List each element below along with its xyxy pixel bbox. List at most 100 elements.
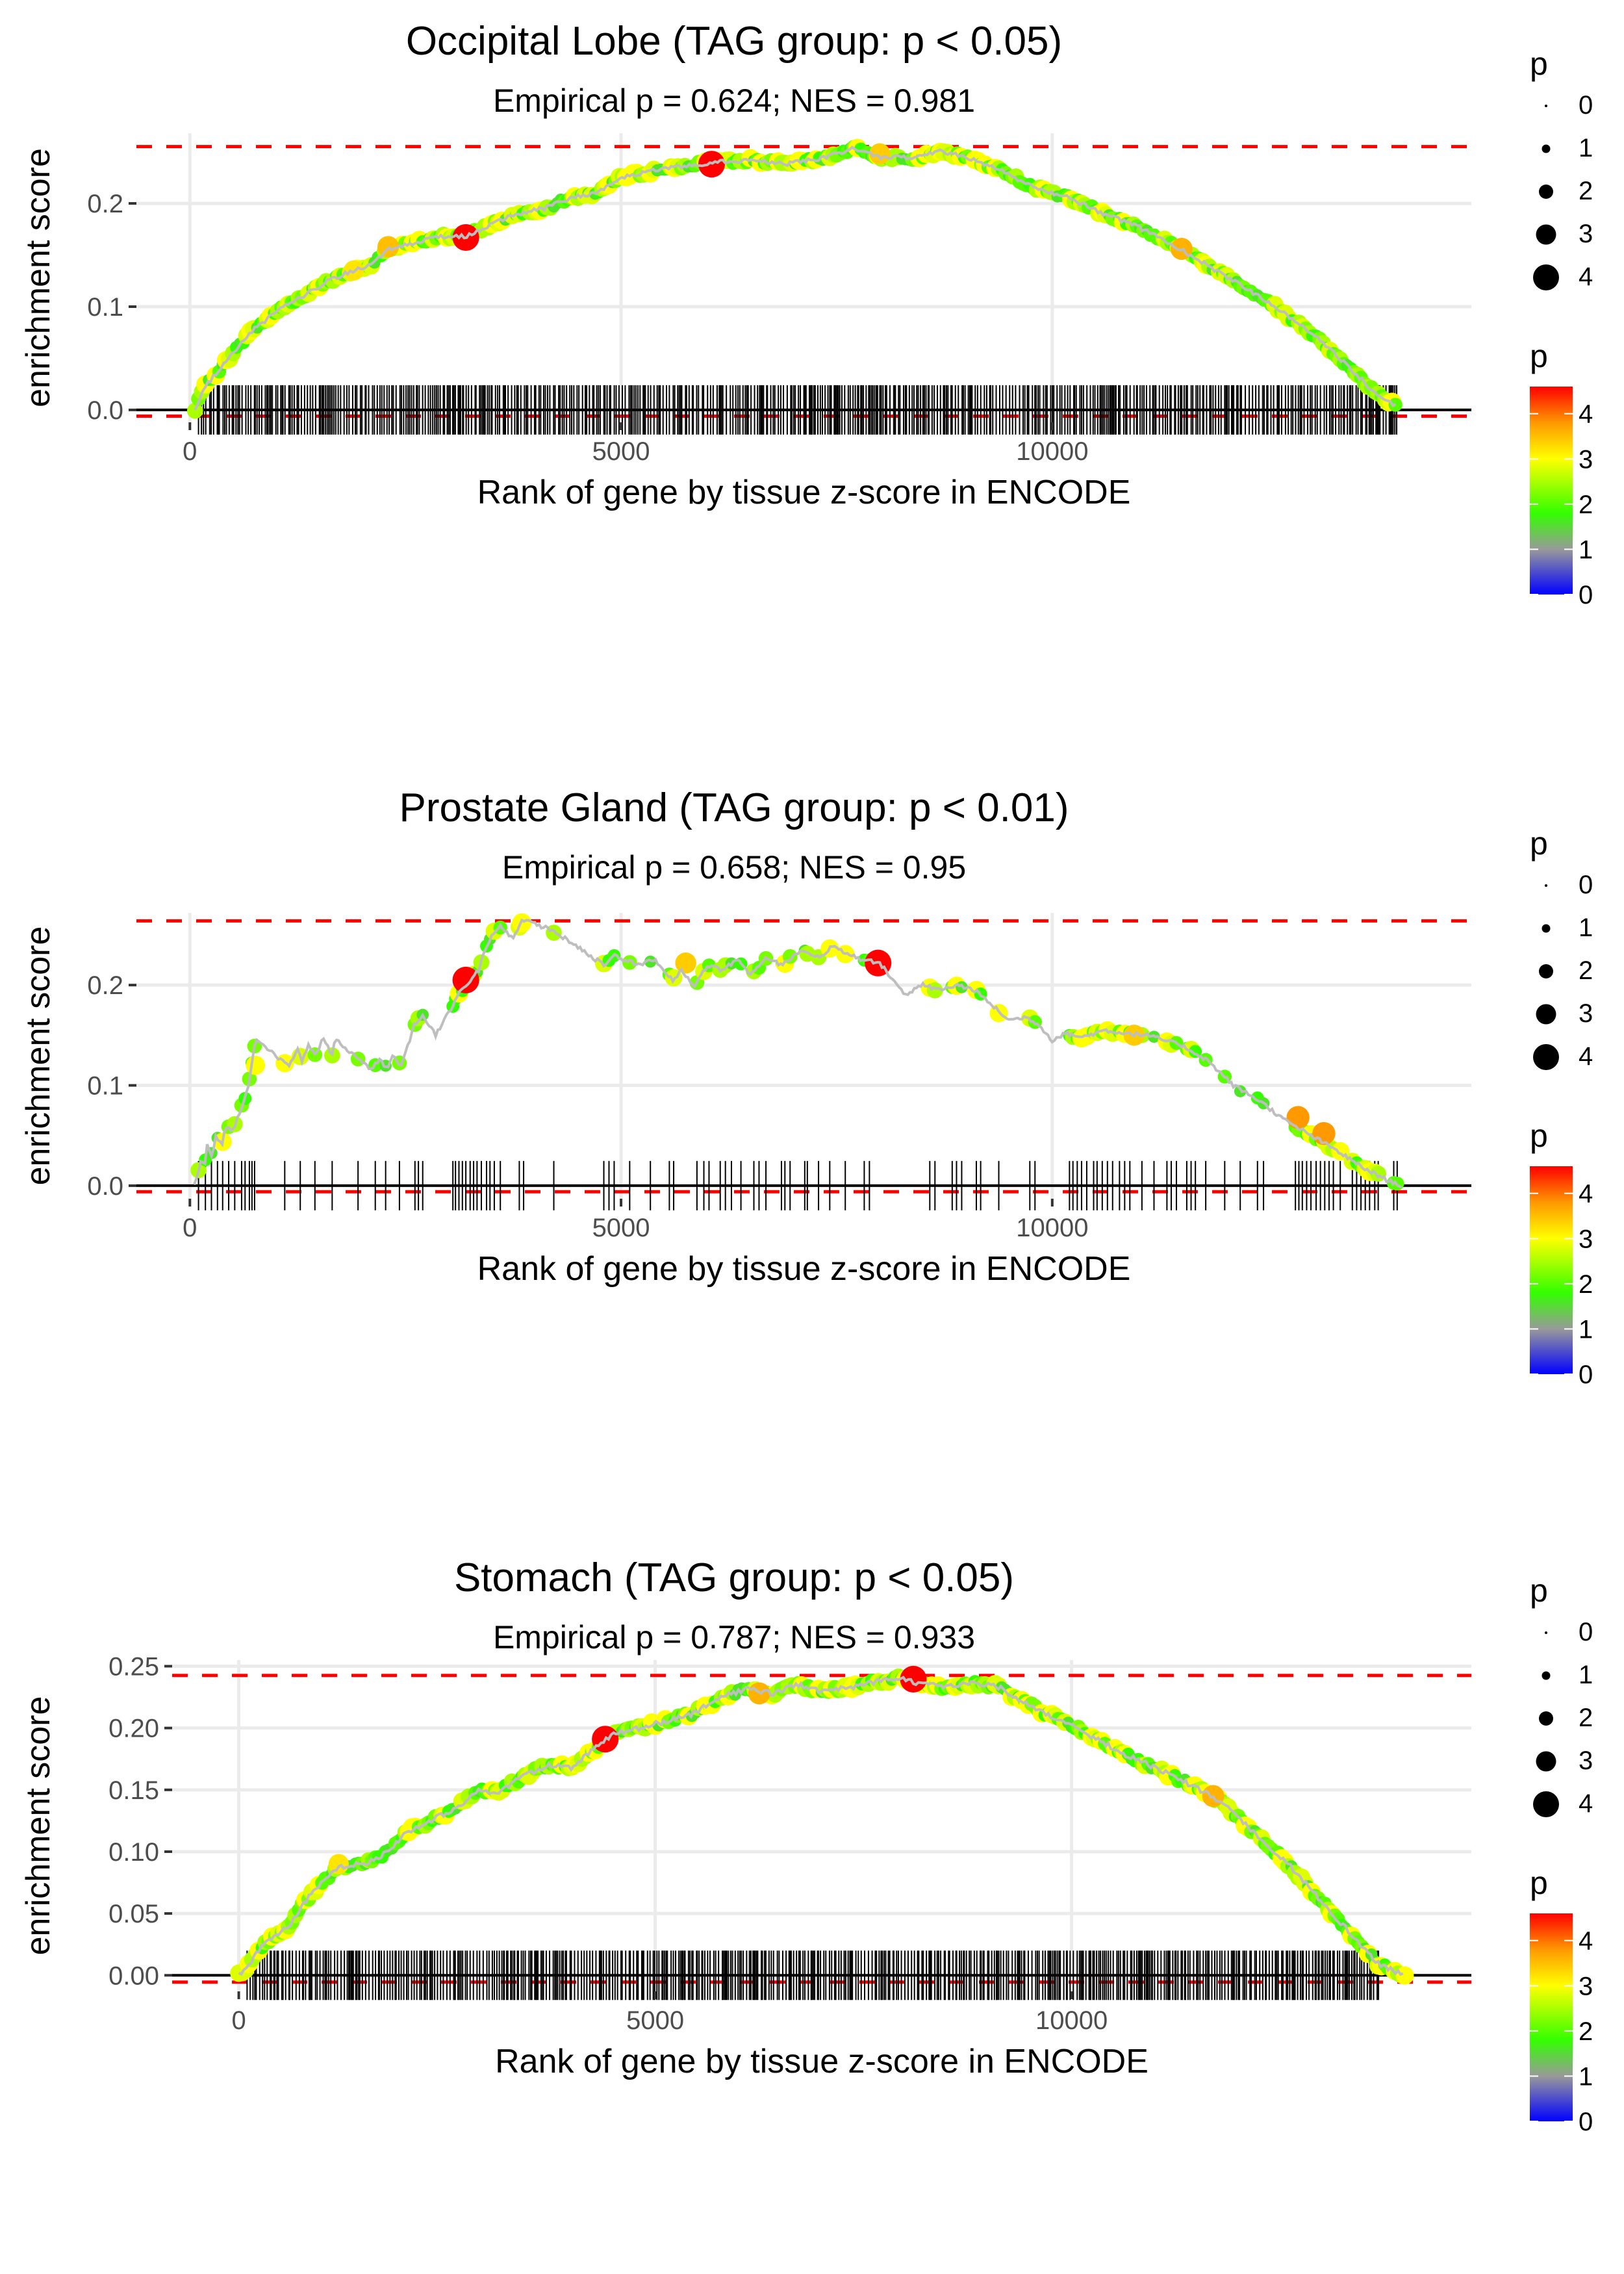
- enrichment-curve: [238, 1676, 1404, 1976]
- data-point-highlight: [900, 1665, 927, 1693]
- axes: 0.00 0.05 0.10 0.15 0.20 0.25 0 5000 10000 Rank o…: [19, 1653, 1148, 2080]
- colorbar-label: 2: [1579, 1270, 1593, 1299]
- panel-stomach: Stomach (TAG group: p < 0.05) Empirical …: [0, 1543, 1624, 2274]
- size-legend-label: 0: [1579, 1618, 1593, 1646]
- panel-occipital: Occipital Lobe (TAG group: p < 0.05) Emp…: [0, 0, 1624, 754]
- chart-subtitle: Empirical p = 0.624; NES = 0.981: [492, 83, 976, 119]
- data-point-highlight: [246, 1055, 265, 1075]
- size-legend-dot: [1545, 105, 1547, 107]
- size-legend-dot: [1542, 924, 1551, 933]
- color-legend-title: p: [1530, 1865, 1548, 1901]
- colorbar-label: 1: [1579, 535, 1593, 564]
- size-legend-dot: [1545, 1631, 1547, 1634]
- color-legend: p 4 3 2 1 0: [1530, 1118, 1593, 1389]
- size-legend-label: 1: [1579, 913, 1593, 942]
- data-point-highlight: [675, 952, 696, 974]
- size-legend-dot: [1539, 185, 1553, 199]
- y-tick-label: 0.2: [87, 971, 123, 1000]
- size-legend-dot: [1545, 884, 1547, 887]
- data-point: [622, 955, 637, 970]
- colorbar-label: 4: [1579, 1180, 1593, 1208]
- chart-title: Prostate Gland (TAG group: p < 0.01): [399, 786, 1069, 830]
- size-legend-label: 4: [1579, 262, 1593, 291]
- x-tick-label: 10000: [1016, 437, 1088, 466]
- x-tick-label: 5000: [592, 1214, 650, 1242]
- x-tick-label: 10000: [1016, 1214, 1088, 1242]
- size-legend-label: 3: [1579, 1746, 1593, 1775]
- size-legend-dot: [1533, 1044, 1559, 1070]
- size-legend-title: p: [1530, 825, 1548, 862]
- size-legend-dot: [1533, 1791, 1559, 1817]
- y-tick-label: 0.10: [108, 1838, 159, 1867]
- colorbar-label: 2: [1579, 491, 1593, 519]
- size-legend-title: p: [1530, 45, 1548, 82]
- axes: 0.0 0.1 0.2 0 5000 10000 Rank of gene by tissu…: [19, 148, 1130, 511]
- chart-subtitle: Empirical p = 0.658; NES = 0.95: [501, 849, 967, 886]
- size-legend-dot: [1542, 1671, 1551, 1680]
- y-tick-label: 0.25: [108, 1653, 159, 1681]
- data-point: [1395, 1966, 1414, 1985]
- colorbar-label: 0: [1579, 1361, 1593, 1389]
- size-legend-dot: [1539, 964, 1553, 978]
- chart-title: Occipital Lobe (TAG group: p < 0.05): [405, 19, 1063, 64]
- y-tick-label: 0.1: [87, 1072, 123, 1101]
- data-points: [230, 1665, 1414, 1985]
- size-legend: p 0 1 2 3 4: [1530, 45, 1593, 291]
- y-tick-label: 0.1: [87, 293, 123, 322]
- size-legend-label: 1: [1579, 134, 1593, 162]
- size-legend-label: 0: [1579, 91, 1593, 120]
- size-legend-dot: [1533, 264, 1559, 290]
- colorbar: [1530, 1913, 1573, 2121]
- colorbar-label: 4: [1579, 1927, 1593, 1956]
- x-tick-label: 0: [183, 1214, 197, 1242]
- x-axis-label: Rank of gene by tissue z-score in ENCODE: [495, 2043, 1148, 2080]
- chart-subtitle: Empirical p = 0.787; NES = 0.933: [492, 1619, 976, 1655]
- y-tick-label: 0.2: [87, 190, 123, 218]
- colorbar: [1530, 1166, 1573, 1374]
- colorbar-label: 1: [1579, 2062, 1593, 2091]
- size-legend-label: 4: [1579, 1789, 1593, 1818]
- data-point-highlight: [452, 966, 479, 993]
- x-tick-label: 0: [183, 437, 197, 466]
- enrichment-curve: [194, 146, 1397, 411]
- enrichment-curve: [193, 918, 1402, 1189]
- colorbar-label: 3: [1579, 445, 1593, 474]
- colorbar-label: 2: [1579, 2017, 1593, 2046]
- size-legend-label: 2: [1579, 956, 1593, 985]
- colorbar-label: 1: [1579, 1315, 1593, 1344]
- chart-title: Stomach (TAG group: p < 0.05): [453, 1555, 1015, 1600]
- data-point: [186, 402, 203, 419]
- size-legend-label: 3: [1579, 220, 1593, 248]
- y-tick-label: 0.15: [108, 1776, 159, 1805]
- x-tick-label: 5000: [592, 437, 650, 466]
- x-tick-label: 10000: [1035, 2006, 1108, 2035]
- color-legend-title: p: [1530, 1118, 1548, 1154]
- y-axis-label: enrichment score: [19, 1696, 57, 1956]
- size-legend-label: 0: [1579, 871, 1593, 899]
- data-points: [186, 138, 1402, 419]
- y-axis-label: enrichment score: [19, 926, 57, 1186]
- y-tick-label: 0.0: [87, 396, 123, 425]
- color-legend-title: p: [1530, 338, 1548, 374]
- size-legend: p 0 1 2 3 4: [1530, 1572, 1593, 1818]
- colorbar-label: 0: [1579, 2108, 1593, 2136]
- size-legend-label: 4: [1579, 1042, 1593, 1071]
- colorbar-label: 3: [1579, 1972, 1593, 2000]
- x-tick-label: 0: [231, 2006, 246, 2035]
- y-tick-label: 0.20: [108, 1715, 159, 1743]
- size-legend-label: 2: [1579, 1704, 1593, 1732]
- panel-prostate: Prostate Gland (TAG group: p < 0.01) Emp…: [0, 773, 1624, 1527]
- size-legend: p 0 1 2 3 4: [1530, 825, 1593, 1071]
- y-tick-label: 0.00: [108, 1961, 159, 1990]
- size-legend-dot: [1536, 1751, 1556, 1772]
- x-axis-label: Rank of gene by tissue z-score in ENCODE: [477, 474, 1131, 511]
- x-axis-label: Rank of gene by tissue z-score in ENCODE: [477, 1250, 1131, 1288]
- color-legend: p 4 3 2 1 0: [1530, 1865, 1593, 2136]
- x-tick-label: 5000: [626, 2006, 684, 2035]
- size-legend-dot: [1542, 144, 1551, 153]
- data-point-highlight: [1286, 1106, 1310, 1129]
- colorbar-label: 0: [1579, 581, 1593, 609]
- size-legend-dot: [1536, 1004, 1556, 1025]
- size-legend-label: 3: [1579, 999, 1593, 1028]
- y-tick-label: 0.0: [87, 1172, 123, 1201]
